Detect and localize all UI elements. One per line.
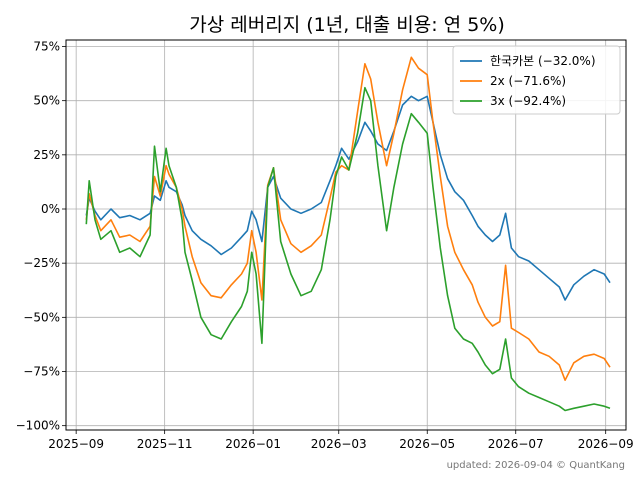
legend-label: 3x (−92.4%) xyxy=(490,94,566,108)
x-tick-label: 2026−09 xyxy=(578,437,634,451)
y-tick-label: −75% xyxy=(23,365,60,379)
x-axis: 2025−09 2025−11 2026−01 2026−03 2026−05 2026−… xyxy=(48,430,634,451)
series-line-1 xyxy=(85,95,611,301)
series-line-3 xyxy=(85,86,611,412)
legend-label: 한국카본 (−32.0%) xyxy=(490,54,596,68)
y-tick-label: 75% xyxy=(33,40,60,54)
y-tick-label: −25% xyxy=(23,256,60,270)
y-axis: 75% 50% 25% 0% −25% −50% −75% −100% xyxy=(16,40,66,433)
x-tick-label: 2026−03 xyxy=(311,437,367,451)
plot-area xyxy=(65,39,627,431)
series-lines xyxy=(85,56,611,412)
x-tick-label: 2025−09 xyxy=(48,437,104,451)
y-tick-label: 25% xyxy=(33,148,60,162)
legend-label: 2x (−71.6%) xyxy=(490,74,566,88)
y-tick-label: −50% xyxy=(23,310,60,324)
x-tick-label: 2026−07 xyxy=(488,437,544,451)
y-tick-label: 0% xyxy=(41,202,60,216)
y-tick-label: −100% xyxy=(16,419,60,433)
legend: 한국카본 (−32.0%) 2x (−71.6%) 3x (−92.4%) xyxy=(452,45,621,115)
y-tick-label: 50% xyxy=(33,94,60,108)
x-tick-label: 2025−11 xyxy=(137,437,193,451)
legend-box xyxy=(452,45,621,115)
x-tick-label: 2026−05 xyxy=(399,437,455,451)
chart-title: 가상 레버리지 (1년, 대출 비용: 연 5%) xyxy=(189,14,505,36)
footnote: updated: 2026-09-04 © QuantKang xyxy=(447,460,625,471)
x-tick-label: 2026−01 xyxy=(225,437,281,451)
